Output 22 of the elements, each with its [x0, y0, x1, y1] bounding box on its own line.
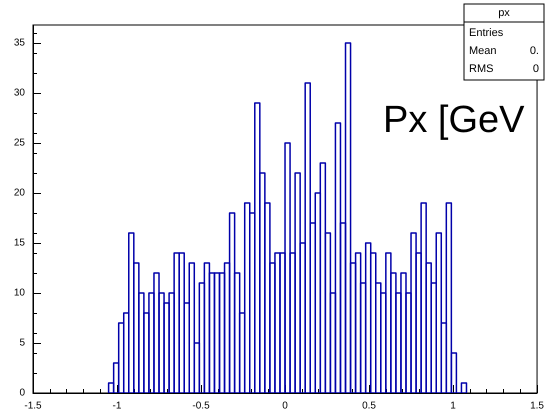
x-tick-label: 1.5 — [530, 400, 544, 411]
y-tick-label: 10 — [14, 288, 26, 298]
annotation: Mean — [469, 45, 497, 57]
y-tick-label: 0 — [19, 388, 26, 398]
y-tick-label: 5 — [19, 338, 26, 348]
x-tick-label: 0 — [282, 400, 288, 411]
text: px — [498, 7, 510, 19]
y-tick-label: 30 — [14, 88, 26, 98]
x-tick-label: -1 — [112, 400, 122, 411]
x-tick-label: 0.5 — [362, 400, 376, 411]
x-tick-label: -1.5 — [24, 400, 42, 411]
annotation: 0 — [532, 63, 539, 75]
annotation: RMS — [469, 63, 494, 75]
y-tick-label: 15 — [14, 238, 26, 248]
y-tick-label: 25 — [14, 138, 26, 148]
annotation: Entries — [469, 27, 504, 39]
y-tick-label: 20 — [14, 188, 26, 198]
x-tick-label: -0.5 — [192, 400, 210, 411]
annotation: 0. — [530, 45, 539, 57]
text: Px [GeV — [383, 99, 526, 141]
x-tick-label: 1 — [450, 400, 456, 411]
y-tick-label: 35 — [14, 38, 26, 48]
